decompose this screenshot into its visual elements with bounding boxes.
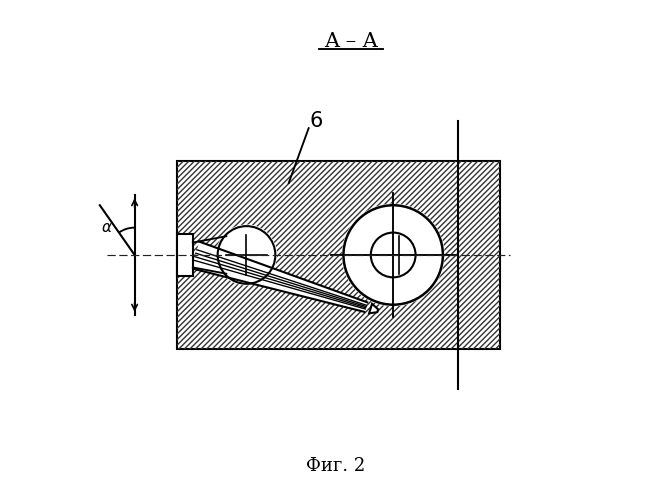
Bar (177, 234, 193, 276)
Text: Фиг. 2: Фиг. 2 (306, 458, 366, 475)
Bar (177, 160, 500, 350)
Polygon shape (192, 242, 368, 312)
Bar (177, 160, 500, 350)
Circle shape (216, 225, 276, 285)
Polygon shape (369, 304, 378, 314)
Text: 6: 6 (309, 110, 323, 130)
Text: $\alpha$: $\alpha$ (101, 220, 113, 235)
Circle shape (343, 204, 444, 306)
Text: A – A: A – A (324, 32, 378, 50)
Bar (176, 234, 194, 276)
